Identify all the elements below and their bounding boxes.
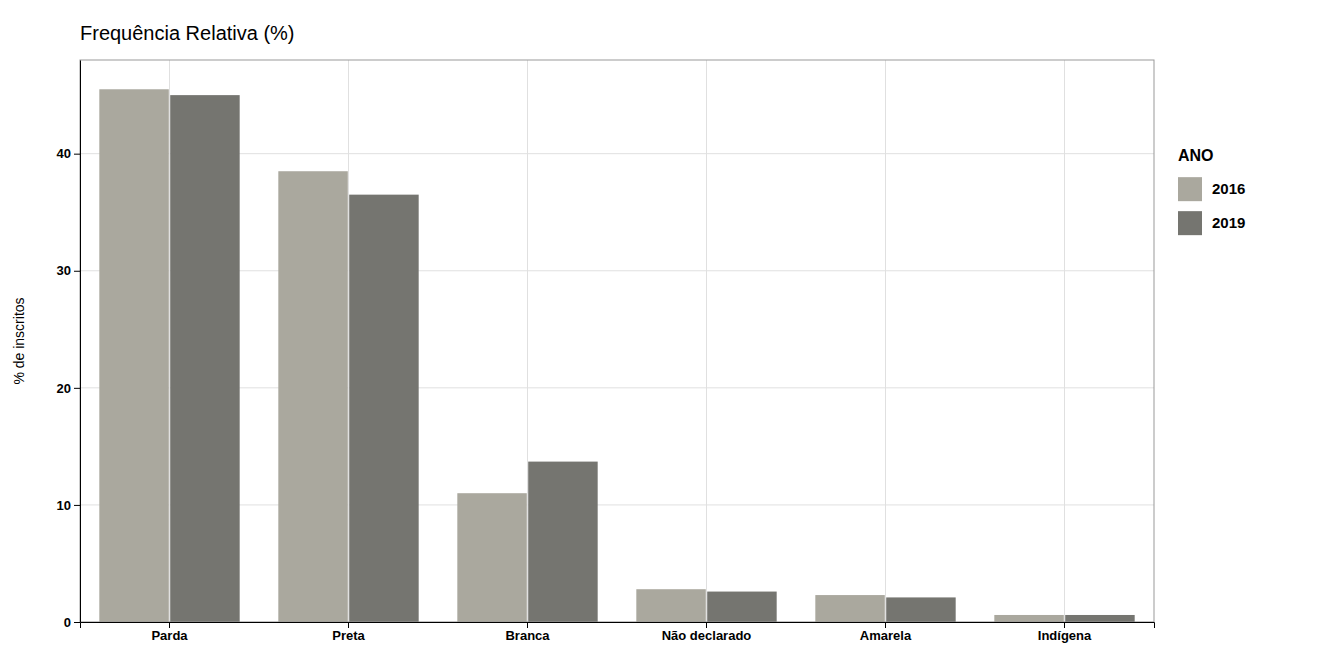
tick-label: 30 [57,263,71,278]
bars [99,89,1134,622]
tick-mark [74,388,80,389]
bar [815,595,884,622]
tick-label: Amarela [860,628,912,643]
grid-line [80,153,1154,154]
tick-label: Não declarado [662,628,752,643]
plot-frame [80,60,1154,622]
tick: Preta [332,622,365,643]
tick-mark [74,154,80,155]
tick-mark [706,622,707,628]
legend-item: 2016 [1178,177,1245,201]
legend: ANO 2016 2019 [1178,147,1245,235]
legend-swatch [1178,211,1202,235]
tick-mark [74,271,80,272]
tick-mark [74,622,80,623]
axis-title: % de inscritos [11,297,27,384]
legend-label: 2016 [1212,180,1245,197]
tick: Indígena [1038,622,1092,643]
tick-mark [169,622,170,628]
grid-line [885,60,886,622]
y-axis: 0 10 20 30 40 [57,61,81,630]
bar [278,171,347,622]
tick: Não declarado [662,622,752,643]
grid-line [706,60,707,622]
tick: Branca [505,622,550,643]
bar-series [99,89,1063,622]
tick: 30 [57,263,80,278]
bar [170,95,239,622]
tick-label: 10 [57,498,71,513]
title: Frequência Relativa (%) [80,22,295,44]
tick-label: Indígena [1038,628,1092,643]
bar [1065,615,1134,622]
bar [886,597,955,622]
tick-mark [885,622,886,628]
legend-swatch [1178,177,1202,201]
grid-line [80,387,1154,388]
chart: Parda Preta Branca Não declarado Amarela Indí… [0,0,1344,672]
tick: 0 [64,615,80,630]
tick-label: Parda [151,628,188,643]
grid-line [1064,60,1065,622]
tick: 40 [57,146,80,161]
bar [99,89,168,622]
bar-series [170,95,1134,622]
legend-title: ANO [1178,147,1214,164]
grid [80,60,1154,622]
tick-mark [1064,622,1065,628]
tick-label: 20 [57,380,71,395]
bar [457,493,526,622]
tick-mark [348,622,349,628]
grid-line [169,60,170,622]
bar [707,592,776,622]
tick-label: 0 [64,615,71,630]
legend-label: 2019 [1212,214,1245,231]
grid-line [80,270,1154,271]
x-axis: Parda Preta Branca Não declarado Amarela Indí… [81,622,1155,643]
tick: 10 [57,498,80,513]
bar [528,462,597,622]
tick-mark [74,505,80,506]
tick: Parda [151,622,188,643]
axis-line [80,61,81,623]
plot: Parda Preta Branca Não declarado Amarela Indí… [57,60,1155,643]
axis-line [81,623,1155,629]
tick-label: Branca [505,628,550,643]
legend-item: 2019 [1178,211,1245,235]
tick: Amarela [860,622,912,643]
grid-line [527,60,528,622]
bar [636,589,705,622]
tick-mark [527,622,528,628]
tick: 20 [57,380,80,395]
tick-label: 40 [57,146,71,161]
tick-label: Preta [332,628,365,643]
grid-line [80,504,1154,505]
grid-line [348,60,349,622]
bar [349,195,418,622]
bar [994,615,1063,622]
